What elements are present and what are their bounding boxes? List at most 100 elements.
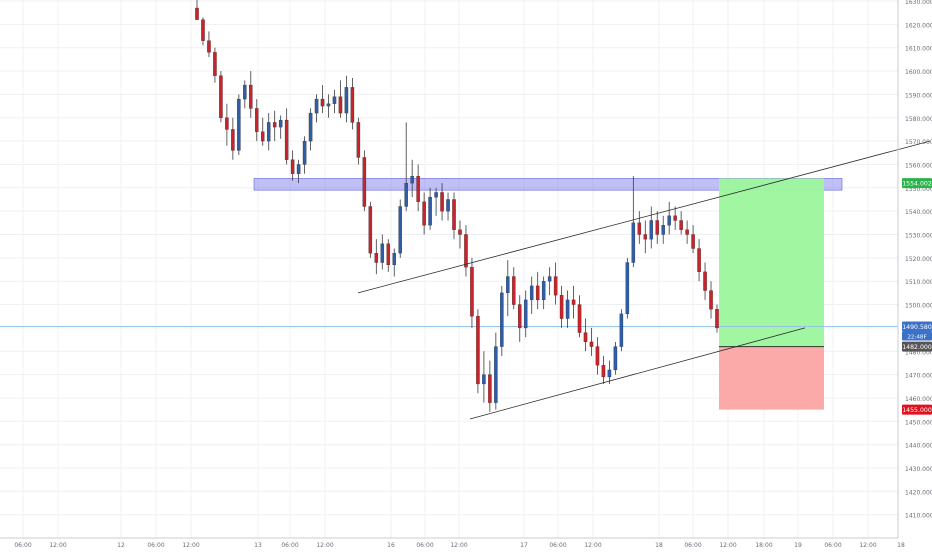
candle-body [535, 285, 540, 301]
candle-body [541, 281, 546, 301]
candle-body [249, 84, 253, 109]
candle-body [685, 229, 689, 235]
candle-body [458, 229, 462, 235]
candle-body [386, 243, 391, 266]
current-price-label: 1490.580 [902, 324, 932, 331]
candle-body [332, 96, 337, 104]
candle-body [529, 285, 534, 301]
candle-body [362, 157, 367, 207]
stop-price-label-bg [902, 404, 932, 415]
x-tick-label: 06:00 [824, 542, 841, 549]
y-tick-label: 1520.000 [905, 256, 932, 263]
candle-body [428, 196, 432, 226]
x-tick-label: 17 [520, 542, 528, 549]
x-tick-label: 12:00 [859, 542, 876, 549]
y-tick-label: 1560.000 [905, 162, 932, 169]
candle-body [589, 341, 594, 347]
candle-body [434, 192, 438, 198]
x-tick-label: 06:00 [147, 542, 164, 549]
candle-body [243, 84, 247, 100]
candle-body [308, 112, 313, 142]
candle-body [374, 253, 379, 263]
resistance-zone [253, 178, 843, 191]
upper-price-label-bg [902, 178, 932, 189]
candle-body [607, 369, 612, 378]
candle-body [195, 7, 199, 20]
candle-body [278, 119, 283, 128]
candle-body [619, 313, 624, 347]
candle-body [296, 164, 301, 174]
candle-body [667, 215, 671, 226]
stop-price-label: 1455.000 [902, 407, 932, 414]
target-zone [719, 178, 824, 347]
y-tick-label: 1420.000 [905, 489, 932, 496]
y-tick-label: 1610.000 [905, 46, 932, 53]
x-tick-label: 12:00 [316, 542, 333, 549]
stop-zone [719, 346, 824, 410]
candle-body [380, 243, 385, 263]
y-tick-label: 1440.000 [905, 443, 932, 450]
candle-body [583, 332, 588, 343]
y-tick-label: 1410.000 [905, 513, 932, 520]
upper-trendline[interactable] [357, 140, 931, 294]
candle-body [237, 98, 241, 151]
y-tick-label: 1470.000 [905, 373, 932, 380]
y-tick-label: 1620.000 [905, 22, 932, 29]
candle-body [577, 304, 582, 333]
y-tick-label: 1450.000 [905, 419, 932, 426]
candle-body [470, 267, 474, 317]
candle-body [272, 122, 277, 128]
candle-body [691, 234, 695, 249]
x-tick-label: 12:00 [719, 542, 736, 549]
candle-body [679, 220, 683, 230]
x-tick-label: 18:00 [755, 542, 772, 549]
y-tick-label: 1630.000 [905, 0, 932, 6]
candle-body [565, 299, 570, 319]
entry-price-label-bg [902, 341, 932, 352]
candle-body [709, 290, 713, 310]
candle-body [488, 374, 492, 403]
candle-body [404, 182, 408, 207]
candle-body [494, 346, 498, 403]
candle-body [643, 234, 648, 240]
y-tick-label: 1430.000 [905, 466, 932, 473]
candle-body [326, 103, 331, 107]
candle-body [655, 220, 659, 235]
candle-body [368, 206, 373, 254]
y-tick-label: 1580.000 [905, 116, 932, 123]
candle-body [476, 316, 480, 385]
x-tick-label: 06:00 [684, 542, 701, 549]
candle-body [338, 96, 343, 114]
x-tick-label: 12:00 [450, 542, 467, 549]
countdown-label: 22:48F [907, 335, 926, 341]
candle-body [703, 271, 707, 291]
candle-body [350, 87, 355, 123]
x-tick-label: 06:00 [14, 542, 31, 549]
candle-body [559, 295, 564, 319]
candle-body [290, 159, 295, 174]
candle-body [553, 276, 558, 296]
candle-body [410, 175, 414, 184]
candle-body [207, 40, 211, 53]
candle-body [697, 248, 701, 273]
x-tick-label: 12 [117, 542, 125, 549]
x-tick-label: 12:00 [49, 542, 66, 549]
candle-body [625, 262, 630, 315]
lower-trendline[interactable] [469, 327, 806, 420]
candle-body [255, 108, 259, 132]
candle-body [266, 122, 271, 142]
candle-body [213, 52, 217, 76]
current-price-label-bg [902, 321, 932, 332]
candle-body [398, 206, 402, 254]
candle-body [500, 292, 504, 347]
candle-body [482, 374, 486, 385]
x-tick-label: 19 [794, 542, 802, 549]
candle-body [571, 299, 576, 305]
x-tick-label: 12:00 [584, 542, 601, 549]
candle-body [673, 215, 677, 221]
candle-body [547, 276, 552, 282]
x-tick-label: 12:00 [182, 542, 199, 549]
candle-body [314, 98, 319, 114]
